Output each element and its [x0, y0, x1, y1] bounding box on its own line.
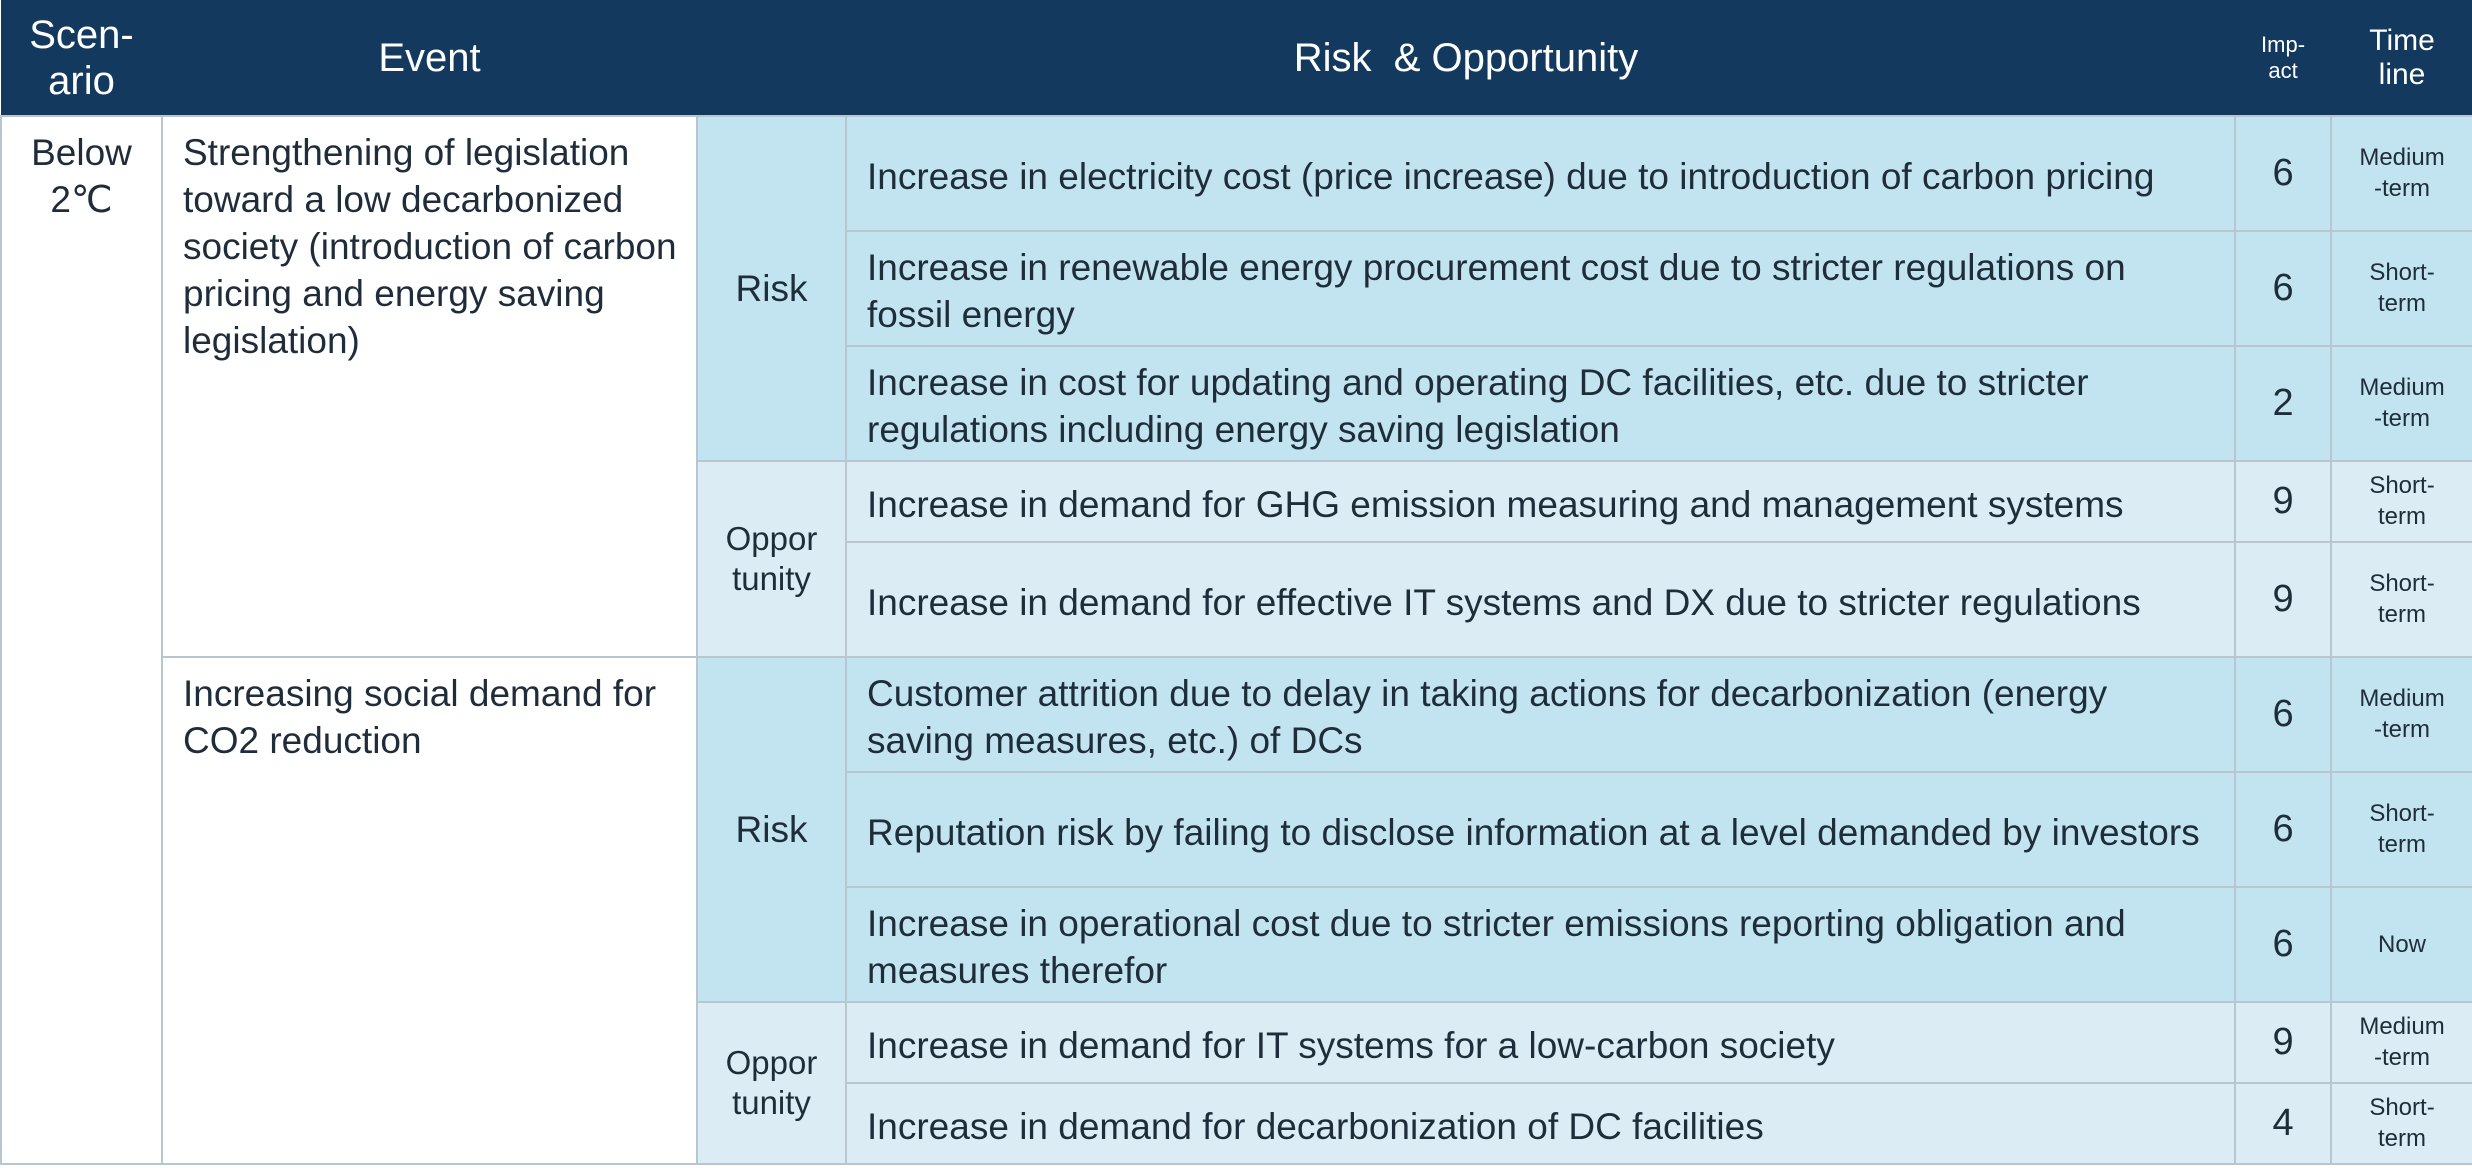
- timeline-value: Medium -term: [2359, 685, 2445, 743]
- timeline-value: Medium -term: [2359, 374, 2445, 432]
- description-text: Increase in demand for GHG emission meas…: [867, 483, 2124, 525]
- impact-value: 6: [2272, 266, 2294, 309]
- timeline-cell: Short- term: [2330, 540, 2472, 658]
- header-scenario: Scen- ario: [0, 0, 163, 116]
- opportunity-type-cell: Oppor tunity: [696, 459, 847, 658]
- timeline-cell: Short- term: [2330, 459, 2472, 543]
- table-row: Increase in renewable energy procurement…: [1, 229, 2472, 347]
- risk-type-label: Risk: [735, 267, 808, 309]
- opportunity-type-cell: Oppor tunity: [696, 1000, 847, 1165]
- event-label: Strengthening of legislation toward a lo…: [183, 131, 677, 361]
- timeline-value: Now: [2378, 930, 2427, 958]
- table-row: Increase in demand for effective IT syst…: [1, 540, 2472, 658]
- impact-value: 9: [2272, 479, 2294, 522]
- timeline-cell: Medium -term: [2330, 1000, 2472, 1084]
- impact-value: 9: [2272, 577, 2294, 620]
- impact-cell: 6: [2234, 885, 2333, 1003]
- description-cell: Reputation risk by failing to disclose i…: [844, 770, 2237, 888]
- impact-value: 6: [2272, 922, 2294, 965]
- event-cell: Increasing social demand for CO2 reducti…: [161, 655, 698, 1165]
- timeline-cell: Now: [2330, 885, 2472, 1003]
- header-risk-opportunity: Risk & Opportunity: [696, 0, 2236, 116]
- description-cell: Customer attrition due to delay in takin…: [844, 655, 2237, 773]
- event-cell: Strengthening of legislation toward a lo…: [161, 114, 698, 658]
- header-scenario-text: Scen- ario: [29, 12, 134, 103]
- table-row: Increasing social demand for CO2 reducti…: [1, 655, 2472, 1165]
- scenario-cell: Below 2℃: [0, 114, 163, 1165]
- timeline-value: Short- term: [2369, 259, 2435, 317]
- impact-value: 6: [2272, 807, 2294, 850]
- impact-cell: 2: [2234, 344, 2333, 462]
- timeline-value: Short- term: [2369, 472, 2435, 530]
- description-cell: Increase in demand for IT systems for a …: [844, 1000, 2237, 1084]
- impact-cell: 4: [2234, 1081, 2333, 1165]
- header-event-text: Event: [378, 35, 481, 80]
- timeline-value: Medium -term: [2359, 1013, 2445, 1071]
- timeline-cell: Medium -term: [2330, 344, 2472, 462]
- description-text: Increase in operational cost due to stri…: [867, 903, 2126, 991]
- timeline-value: Medium -term: [2359, 144, 2445, 202]
- timeline-cell: Medium -term: [2330, 114, 2472, 232]
- header-impact-text: Imp- act: [2261, 31, 2306, 83]
- timeline-cell: Short- term: [2330, 770, 2472, 888]
- description-text: Increase in renewable energy procurement…: [867, 247, 2126, 335]
- risk-type-label: Risk: [735, 808, 808, 850]
- scenario-label: Below 2℃: [31, 131, 132, 220]
- impact-cell: 9: [2234, 1000, 2333, 1084]
- table-row: Increase in demand for decarbonization o…: [1, 1081, 2472, 1165]
- impact-cell: 6: [2234, 229, 2333, 347]
- impact-cell: 9: [2234, 459, 2333, 543]
- header-timeline: Time line: [2330, 0, 2472, 116]
- description-text: Customer attrition due to delay in takin…: [867, 673, 2108, 761]
- table-row: Below 2℃ Strengthening of legislation to…: [0, 114, 2472, 1165]
- description-text: Increase in demand for IT systems for a …: [867, 1024, 1835, 1066]
- table-row: Oppor tunity Increase in demand for IT s…: [1, 1000, 2472, 1165]
- description-cell: Increase in demand for decarbonization o…: [844, 1081, 2237, 1165]
- table-row: Increase in operational cost due to stri…: [1, 885, 2472, 1003]
- impact-cell: 6: [2234, 114, 2333, 232]
- impact-value: 9: [2272, 1020, 2294, 1063]
- table-row: Increase in cost for updating and operat…: [1, 344, 2472, 462]
- description-text: Increase in electricity cost (price incr…: [867, 155, 2155, 197]
- risk-type-cell: Risk: [696, 655, 847, 1003]
- header-impact: Imp- act: [2234, 0, 2332, 116]
- timeline-cell: Short- term: [2330, 229, 2472, 347]
- description-cell: Increase in demand for effective IT syst…: [844, 540, 2237, 658]
- impact-value: 4: [2272, 1101, 2294, 1144]
- description-cell: Increase in demand for GHG emission meas…: [844, 459, 2237, 543]
- table-header: Scen- ario Event Risk & Opportunity Imp-…: [0, 0, 2472, 116]
- event-label: Increasing social demand for CO2 reducti…: [183, 672, 657, 761]
- impact-value: 2: [2272, 381, 2294, 424]
- description-cell: Increase in cost for updating and operat…: [844, 344, 2237, 462]
- description-text: Increase in cost for updating and operat…: [867, 362, 2089, 450]
- impact-cell: 9: [2234, 540, 2333, 658]
- timeline-value: Short- term: [2369, 570, 2435, 628]
- risk-type-cell: Risk: [696, 114, 847, 462]
- timeline-value: Short- term: [2369, 1094, 2435, 1152]
- description-text: Increase in demand for decarbonization o…: [867, 1105, 1764, 1147]
- description-cell: Increase in electricity cost (price incr…: [844, 114, 2237, 232]
- header-event: Event: [161, 0, 698, 116]
- impact-cell: 6: [2234, 655, 2333, 773]
- header-risk-opportunity-text: Risk & Opportunity: [1293, 35, 1639, 80]
- description-text: Reputation risk by failing to disclose i…: [867, 811, 2200, 853]
- timeline-value: Short- term: [2369, 800, 2435, 858]
- timeline-cell: Medium -term: [2330, 655, 2472, 773]
- impact-value: 6: [2272, 151, 2294, 194]
- table-row: Oppor tunity Increase in demand for GHG …: [1, 459, 2472, 658]
- impact-value: 6: [2272, 692, 2294, 735]
- description-text: Increase in demand for effective IT syst…: [867, 581, 2141, 623]
- timeline-cell: Short- term: [2330, 1081, 2472, 1165]
- header-timeline-text: Time line: [2369, 23, 2435, 91]
- table-row: Reputation risk by failing to disclose i…: [1, 770, 2472, 888]
- table-body: Below 2℃ Strengthening of legislation to…: [0, 114, 2472, 1165]
- description-cell: Increase in renewable energy procurement…: [844, 229, 2237, 347]
- opportunity-type-label: Oppor tunity: [725, 519, 818, 597]
- opportunity-type-label: Oppor tunity: [725, 1043, 818, 1121]
- impact-cell: 6: [2234, 770, 2333, 888]
- description-cell: Increase in operational cost due to stri…: [844, 885, 2237, 1003]
